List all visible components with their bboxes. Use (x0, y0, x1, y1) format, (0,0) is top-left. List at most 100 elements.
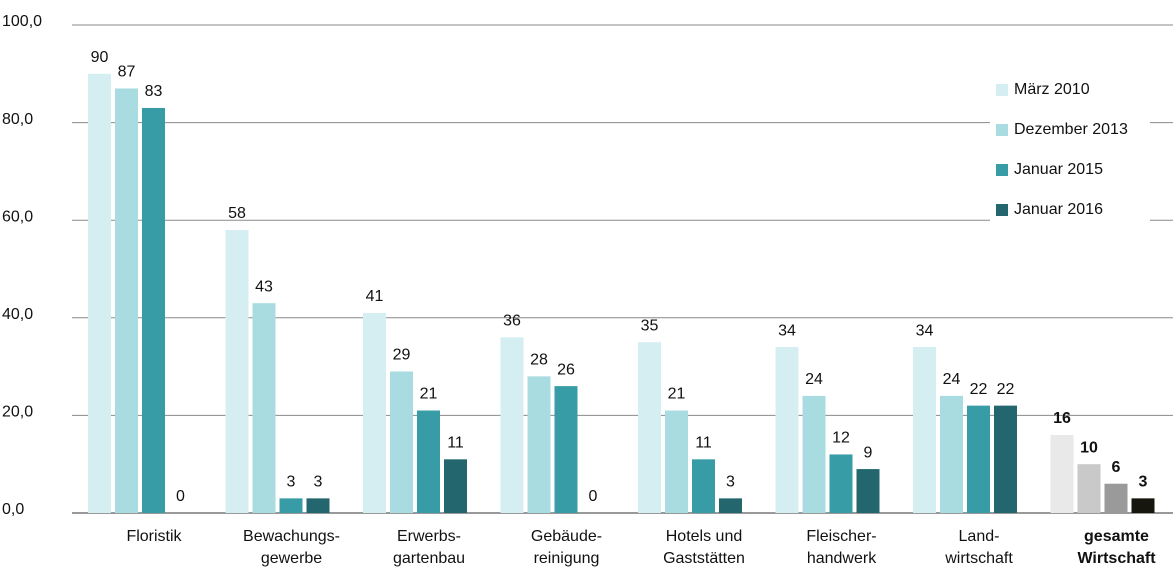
bar (1131, 498, 1155, 513)
value-label: 22 (970, 381, 988, 398)
x-tick-label-line: reinigung (534, 550, 600, 567)
value-label: 29 (393, 347, 411, 364)
value-label: 12 (832, 430, 850, 447)
x-tick-label-line: Erwerbs- (397, 528, 461, 545)
bar (88, 73, 111, 514)
x-tick-label-line: Bewachungs- (243, 528, 340, 545)
bar (279, 498, 303, 513)
y-tick-label: 60,0 (2, 208, 33, 225)
bar (554, 386, 578, 513)
legend-swatch (996, 124, 1008, 136)
legend-label: Januar 2016 (1014, 201, 1103, 218)
x-tick-label: Floristik (126, 528, 182, 545)
x-tick-label: Land-wirtschaft (944, 528, 1013, 567)
bar (306, 498, 330, 513)
bar (115, 88, 138, 513)
value-label: 26 (557, 361, 575, 378)
value-label: 28 (530, 352, 548, 369)
bar (444, 459, 467, 513)
x-tick-label: gesamte Wirtschaft (1077, 528, 1156, 567)
bar (638, 342, 661, 513)
value-label: 24 (805, 371, 823, 388)
bar (500, 337, 524, 513)
value-label: 34 (916, 322, 934, 339)
value-label: 3 (287, 474, 296, 491)
value-label: 16 (1053, 410, 1071, 427)
value-label: 24 (943, 371, 961, 388)
legend-label: März 2010 (1014, 81, 1090, 98)
y-tick-label: 20,0 (2, 404, 33, 421)
value-label: 83 (145, 83, 163, 100)
x-tick-label-line: wirtschaft (944, 550, 1013, 567)
bar (1104, 483, 1128, 513)
bar (142, 107, 165, 514)
bar (719, 498, 742, 513)
bar (527, 376, 551, 513)
x-tick-label: Erwerbs-gartenbau (393, 528, 465, 567)
bar (390, 371, 413, 513)
value-label: 3 (314, 474, 323, 491)
x-tick-label: Bewachungs-gewerbe (243, 528, 340, 567)
value-label: 0 (589, 488, 598, 505)
y-tick-label: 0,0 (2, 501, 24, 518)
legend-swatch (996, 204, 1008, 216)
value-label: 36 (503, 313, 521, 330)
bar (994, 405, 1017, 513)
bar (775, 347, 799, 513)
x-tick-label-line: handwerk (807, 550, 877, 567)
x-tick-label-line: Gebäude- (531, 528, 602, 545)
value-label: 21 (420, 386, 438, 403)
value-label: 43 (255, 278, 273, 295)
x-tick-label-line: Wirtschaft (1077, 550, 1156, 567)
bar (692, 459, 715, 513)
y-tick-label: 40,0 (2, 306, 33, 323)
value-label: 3 (1139, 474, 1148, 491)
y-tick-label: 100,0 (2, 13, 42, 30)
bar (665, 410, 688, 513)
x-tick-label-line: gesamte (1084, 528, 1149, 545)
x-tick-label-line: gartenbau (393, 550, 465, 567)
bar (225, 229, 249, 513)
value-label: 9 (864, 444, 873, 461)
value-label: 87 (118, 64, 136, 81)
bar (940, 395, 963, 513)
legend-label: Dezember 2013 (1014, 121, 1128, 138)
x-tick-label-line: gewerbe (261, 550, 322, 567)
y-tick-label: 80,0 (2, 111, 33, 128)
value-label: 0 (176, 488, 185, 505)
value-label: 21 (668, 386, 686, 403)
x-tick-label-line: Fleischer- (806, 528, 876, 545)
value-label: 3 (726, 474, 735, 491)
legend-swatch (996, 164, 1008, 176)
x-tick-label-line: Gaststätten (663, 550, 745, 567)
value-label: 11 (695, 435, 712, 452)
bar (802, 395, 826, 513)
bar (913, 347, 936, 513)
x-tick-label-line: Hotels und (666, 528, 743, 545)
legend-background (990, 72, 1150, 242)
value-label: 35 (641, 317, 659, 334)
bar (252, 303, 276, 513)
bar (967, 405, 990, 513)
value-label: 90 (91, 49, 109, 66)
value-label: 22 (997, 381, 1015, 398)
value-label: 41 (366, 288, 384, 305)
legend-label: Januar 2015 (1014, 161, 1103, 178)
bar (1050, 434, 1074, 513)
legend-swatch (996, 84, 1008, 96)
bar (363, 312, 386, 513)
value-label: 11 (447, 435, 464, 452)
value-label: 58 (228, 205, 246, 222)
bar (829, 454, 853, 513)
x-tick-label: Hotels und Gaststätten (663, 528, 745, 567)
x-tick-label: Gebäude-reinigung (531, 528, 602, 567)
x-tick-label: Fleischer-handwerk (806, 528, 877, 567)
bar (856, 469, 880, 513)
bar (1077, 464, 1101, 513)
bar (417, 410, 440, 513)
value-label: 34 (778, 322, 796, 339)
value-label: 6 (1112, 459, 1121, 476)
x-tick-label-line: Floristik (126, 528, 182, 545)
x-tick-label-line: Land- (959, 528, 1000, 545)
